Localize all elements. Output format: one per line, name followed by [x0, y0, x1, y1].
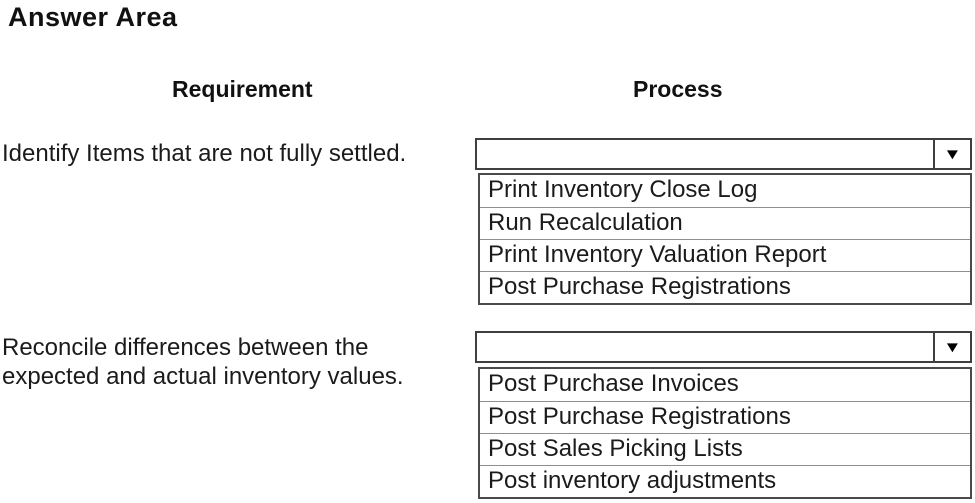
- process-dropdown-1[interactable]: ▼: [475, 138, 972, 170]
- requirement-text-1: Identify Items that are not fully settle…: [2, 140, 407, 167]
- page-title: Answer Area: [8, 2, 178, 32]
- dropdown-option[interactable]: Post Purchase Registrations: [480, 401, 970, 433]
- dropdown-option[interactable]: Post Sales Picking Lists: [480, 433, 970, 465]
- column-header-requirement: Requirement: [172, 76, 313, 102]
- dropdown-option[interactable]: Post Purchase Invoices: [488, 370, 739, 397]
- dropdown-option[interactable]: Print Inventory Close Log: [488, 176, 758, 203]
- dropdown-option-list-2: Post Purchase Invoices Post Purchase Reg…: [478, 367, 972, 499]
- chevron-down-icon: ▼: [943, 145, 962, 163]
- dropdown-option[interactable]: Print Inventory Valuation Report: [480, 239, 970, 271]
- dropdown-arrow-button[interactable]: ▼: [933, 333, 970, 361]
- dropdown-option[interactable]: Post Purchase Registrations: [480, 271, 970, 303]
- chevron-down-icon: ▼: [943, 338, 962, 356]
- dropdown-option-list-1: Print Inventory Close Log Run Recalculat…: [478, 173, 972, 305]
- dropdown-selected-value: [477, 140, 933, 168]
- process-dropdown-2[interactable]: ▼: [475, 331, 972, 363]
- dropdown-arrow-button[interactable]: ▼: [933, 140, 970, 168]
- column-header-process: Process: [633, 76, 723, 102]
- dropdown-option[interactable]: Run Recalculation: [480, 207, 970, 239]
- requirement-text-2: Reconcile differences between the expect…: [2, 334, 404, 390]
- dropdown-selected-value: [477, 333, 933, 361]
- dropdown-option[interactable]: Post inventory adjustments: [480, 465, 970, 497]
